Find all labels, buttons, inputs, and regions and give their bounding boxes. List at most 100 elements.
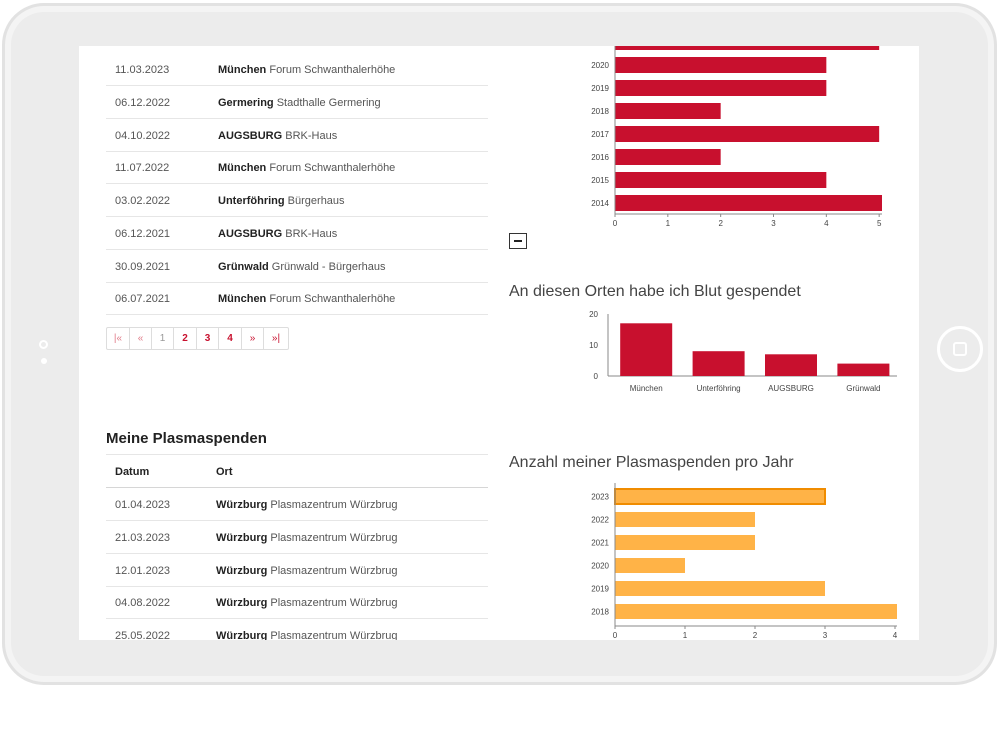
minus-icon bbox=[514, 240, 522, 242]
row-city: München bbox=[218, 293, 267, 306]
pagination-last[interactable]: »| bbox=[271, 333, 281, 344]
row-date: 11.07.2022 bbox=[115, 162, 170, 175]
y-tick-label: 2021 bbox=[591, 539, 609, 548]
pagination-page[interactable]: 2 bbox=[174, 328, 197, 349]
row-place: Würzburg Plasmazentrum Würzbrug bbox=[216, 499, 398, 511]
y-tick-label: 2019 bbox=[591, 585, 609, 594]
bar bbox=[615, 604, 897, 619]
bar bbox=[615, 57, 827, 73]
row-place: AUGSBURG BRK-Haus bbox=[218, 228, 337, 240]
y-tick-label: 2017 bbox=[591, 130, 609, 139]
bar bbox=[692, 351, 745, 376]
row-venue: Bürgerhaus bbox=[287, 195, 345, 207]
row-city: München bbox=[218, 64, 267, 76]
row-venue: Forum Schwanthalerhöhe bbox=[269, 162, 396, 175]
y-tick-label: 20 bbox=[589, 310, 598, 319]
blood-per-year-chart: 20202019201820172016201520140123456 bbox=[591, 46, 882, 228]
table-row: 03.02.2022 Unterföhring Bürgerhaus bbox=[106, 184, 488, 217]
blood-locations-chart: 0 10 20 München Unterföhring AUGSBURG Grünwald… bbox=[589, 310, 897, 393]
bar bbox=[615, 172, 827, 188]
row-place: Würzburg Plasmazentrum Würzbrug bbox=[216, 630, 398, 640]
row-place: AUGSBURG BRK-Haus bbox=[218, 130, 337, 142]
y-tick-label: 2018 bbox=[591, 608, 609, 617]
row-date: 25.05.2022 bbox=[115, 630, 171, 640]
pagination-page[interactable]: 4 bbox=[219, 328, 242, 349]
table-row: 01.04.2023 Würzburg Plasmazentrum Würzbru… bbox=[106, 488, 488, 521]
row-city: AUGSBURG bbox=[218, 227, 283, 240]
table-row: 04.10.2022 AUGSBURG BRK-Haus bbox=[106, 119, 488, 152]
y-tick-label: 2018 bbox=[591, 107, 609, 116]
x-tick-label: 1 bbox=[683, 631, 688, 640]
x-tick-label: 3 bbox=[823, 631, 828, 640]
chart-title-locations: An diesen Orten habe ich Blut gespendet bbox=[509, 283, 801, 300]
row-venue: BRK-Haus bbox=[285, 227, 338, 240]
row-city: Unterföhring bbox=[218, 195, 285, 207]
bar bbox=[615, 558, 685, 573]
plasma-per-year-chart: 202320222021202020192018012345 bbox=[591, 483, 897, 640]
camera-dot bbox=[39, 340, 48, 349]
screen: 11.03.2023 München Forum Schwanthalerhöhe… bbox=[79, 46, 919, 640]
x-tick-label: 4 bbox=[824, 219, 829, 228]
y-tick-label: 2016 bbox=[591, 153, 609, 162]
row-place: Würzburg Plasmazentrum Würzbrug bbox=[216, 532, 398, 544]
y-tick-label: 0 bbox=[594, 372, 599, 381]
sensor-dot bbox=[41, 358, 47, 364]
bar bbox=[620, 323, 673, 376]
bar bbox=[615, 581, 825, 596]
y-tick-label: 2015 bbox=[591, 176, 609, 185]
row-venue: BRK-Haus bbox=[285, 129, 338, 142]
row-city: Würzburg bbox=[216, 564, 268, 577]
home-button[interactable] bbox=[937, 326, 983, 372]
row-venue: Forum Schwanthalerhöhe bbox=[269, 64, 396, 76]
pagination-first[interactable]: |« bbox=[107, 328, 130, 349]
row-city: Würzburg bbox=[216, 630, 268, 640]
x-tick-label: 0 bbox=[613, 219, 618, 228]
row-city: Germering bbox=[218, 96, 274, 109]
row-place: München Forum Schwanthalerhöhe bbox=[218, 64, 395, 76]
row-date: 03.02.2022 bbox=[115, 195, 171, 207]
row-city: AUGSBURG bbox=[218, 129, 283, 142]
table-row: 11.03.2023 München Forum Schwanthalerhöhe bbox=[106, 53, 488, 86]
x-tick-label: 3 bbox=[771, 219, 776, 228]
row-venue: Plasmazentrum Würzbrug bbox=[270, 564, 398, 577]
table-row: 12.01.2023 Würzburg Plasmazentrum Würzbru… bbox=[106, 554, 488, 587]
chart-title-plasma: Anzahl meiner Plasmaspenden pro Jahr bbox=[509, 454, 794, 471]
table-row: 25.05.2022 Würzburg Plasmazentrum Würzbru… bbox=[106, 619, 488, 640]
plasma-section-title: Meine Plasmaspenden bbox=[106, 430, 267, 447]
row-date: 04.10.2022 bbox=[115, 129, 171, 142]
row-venue: Grünwald - Bürgerhaus bbox=[271, 260, 386, 273]
x-tick-label: Unterföhring bbox=[697, 384, 741, 393]
bar bbox=[615, 512, 755, 527]
table-row: 30.09.2021 Grünwald Grünwald - Bürgerhaus bbox=[106, 250, 488, 283]
row-date: 04.08.2022 bbox=[115, 597, 171, 610]
pagination-page[interactable]: 3 bbox=[197, 328, 219, 349]
bar bbox=[615, 126, 880, 142]
row-venue: Stadthalle Germering bbox=[276, 96, 381, 109]
row-date: 30.09.2021 bbox=[115, 260, 171, 273]
bar bbox=[615, 46, 880, 50]
row-place: Germering Stadthalle Germering bbox=[218, 97, 381, 109]
row-city: Würzburg bbox=[216, 597, 268, 610]
row-date: 06.12.2022 bbox=[115, 96, 171, 109]
row-venue: Forum Schwanthalerhöhe bbox=[269, 293, 396, 306]
row-city: Würzburg bbox=[216, 531, 268, 544]
bar bbox=[615, 149, 721, 165]
row-place: Unterföhring Bürgerhaus bbox=[218, 195, 345, 207]
row-place: München Forum Schwanthalerhöhe bbox=[218, 162, 395, 174]
bar bbox=[615, 80, 827, 96]
pagination-next[interactable]: » bbox=[242, 328, 264, 349]
row-date: 12.01.2023 bbox=[115, 564, 171, 577]
x-tick-label: 1 bbox=[666, 219, 671, 228]
x-tick-label: München bbox=[630, 384, 663, 393]
table-row: 04.08.2022 Würzburg Plasmazentrum Würzbru… bbox=[106, 586, 488, 620]
x-tick-label: Grünwald bbox=[846, 384, 880, 393]
x-tick-label: 2 bbox=[718, 219, 723, 228]
row-date: 06.12.2021 bbox=[115, 227, 171, 240]
pagination-current: 1 bbox=[152, 328, 174, 349]
collapse-button[interactable] bbox=[509, 233, 527, 249]
row-city: Grünwald bbox=[218, 260, 269, 273]
pagination-prev[interactable]: « bbox=[130, 328, 152, 349]
row-venue: Plasmazentrum Würzbrug bbox=[270, 630, 398, 640]
row-place: Grünwald Grünwald - Bürgerhaus bbox=[218, 261, 386, 273]
row-date: 11.03.2023 bbox=[115, 64, 170, 76]
